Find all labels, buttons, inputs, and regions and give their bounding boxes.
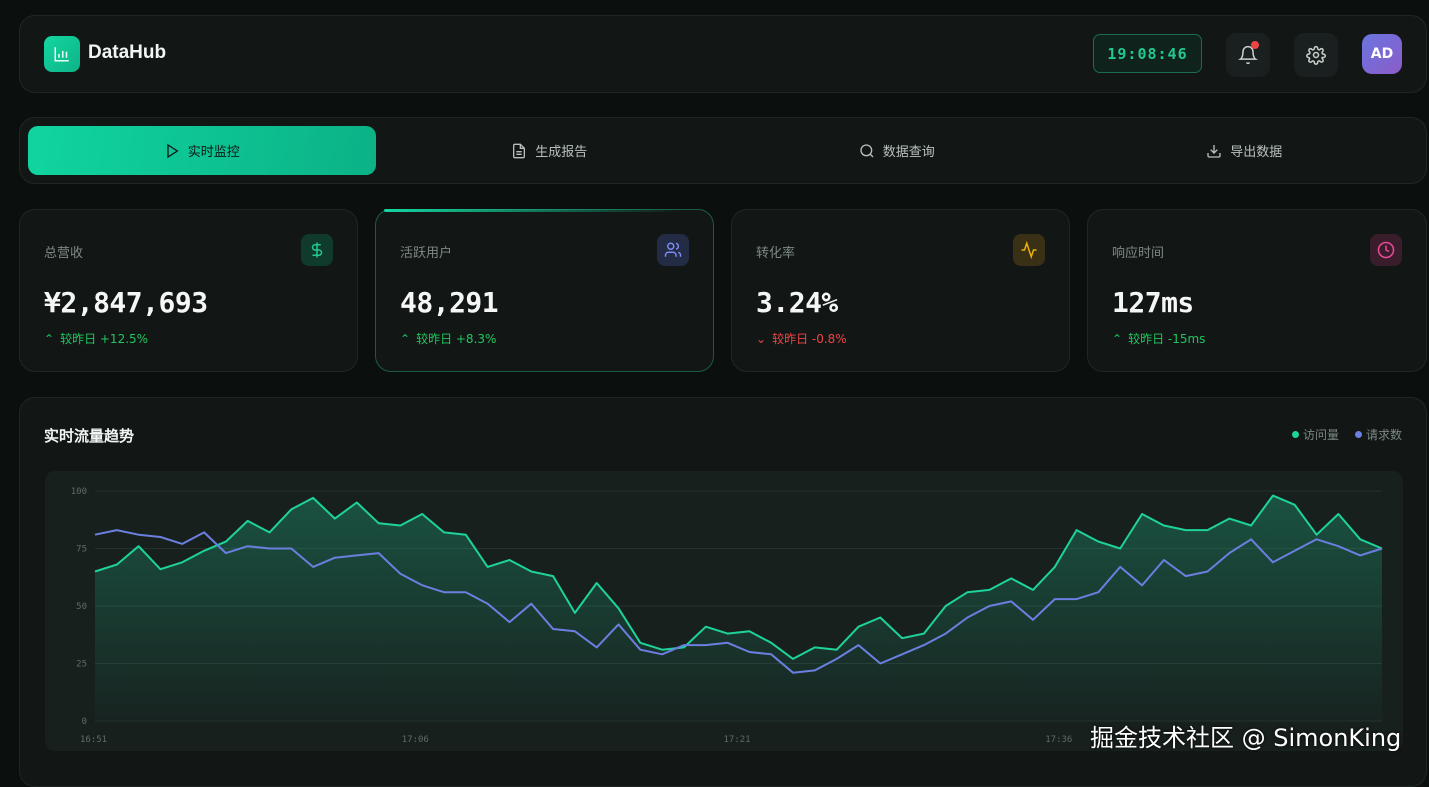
settings-button[interactable]	[1294, 33, 1338, 77]
legend-dot	[1292, 431, 1299, 438]
chevron-up-icon: ⌃	[1112, 332, 1122, 346]
x-tick-label: 17:21	[724, 735, 751, 745]
watermark: 掘金技术社区 @ SimonKing	[1090, 718, 1401, 753]
chart-legend: 访问量 请求数	[1292, 426, 1402, 443]
y-tick-label: 0	[82, 717, 87, 727]
tab-data-query[interactable]: 数据查询	[723, 126, 1071, 175]
legend-label: 请求数	[1366, 426, 1402, 443]
clock-icon	[1370, 234, 1402, 266]
notification-badge	[1251, 41, 1259, 49]
legend-dot	[1355, 431, 1362, 438]
download-icon	[1206, 143, 1222, 159]
tab-label: 数据查询	[883, 141, 935, 160]
y-tick-label: 50	[76, 602, 87, 612]
stat-value: 3.24%	[756, 286, 838, 319]
stat-label: 转化率	[756, 242, 795, 261]
search-icon	[859, 143, 875, 159]
brand-name: DataHub	[88, 42, 166, 64]
stat-value: 48,291	[400, 286, 498, 319]
notifications-button[interactable]	[1226, 33, 1270, 77]
x-tick-label: 17:36	[1045, 735, 1072, 745]
chart-title: 实时流量趋势	[44, 425, 134, 446]
nav-tabs: 实时监控 生成报告 数据查询 导出数据	[19, 117, 1427, 184]
legend-item-visits: 访问量	[1292, 426, 1339, 443]
stat-delta: ⌃ 较昨日 +12.5%	[44, 330, 148, 347]
stat-delta-text: 较昨日 -0.8%	[772, 330, 847, 347]
x-tick-label: 17:06	[402, 735, 429, 745]
stat-card-response-time: 响应时间 127ms ⌃ 较昨日 -15ms	[1087, 209, 1427, 372]
stat-delta-text: 较昨日 +12.5%	[60, 330, 148, 347]
stat-delta-text: 较昨日 +8.3%	[416, 330, 496, 347]
stat-value: ¥2,847,693	[44, 286, 208, 319]
legend-item-requests: 请求数	[1355, 426, 1402, 443]
activity-icon	[1013, 234, 1045, 266]
line-chart: 100 75 50 25 0 16:51 17:06 17:21 17:36	[45, 471, 1403, 751]
x-tick-label: 16:51	[80, 735, 107, 745]
clock-display: 19:08:46	[1093, 34, 1202, 73]
y-tick-label: 100	[71, 487, 87, 497]
top-header: DataHub 19:08:46 AD	[19, 15, 1427, 93]
stat-card-conversion: 转化率 3.24% ⌄ 较昨日 -0.8%	[731, 209, 1070, 372]
stat-label: 响应时间	[1112, 242, 1164, 261]
tab-export-data[interactable]: 导出数据	[1071, 126, 1419, 175]
tab-label: 生成报告	[535, 141, 587, 160]
y-tick-label: 25	[76, 660, 87, 670]
chart-area: 100 75 50 25 0 16:51 17:06 17:21 17:36	[45, 471, 1403, 751]
tab-realtime-monitor[interactable]: 实时监控	[28, 126, 376, 175]
stat-card-active-users: 活跃用户 48,291 ⌃ 较昨日 +8.3%	[375, 209, 714, 372]
chevron-up-icon: ⌃	[400, 332, 410, 346]
stat-delta: ⌃ 较昨日 +8.3%	[400, 330, 496, 347]
users-icon	[657, 234, 689, 266]
gear-icon	[1306, 45, 1326, 65]
chevron-up-icon: ⌃	[44, 332, 54, 346]
play-icon	[164, 143, 180, 159]
tab-label: 导出数据	[1230, 141, 1282, 160]
user-avatar[interactable]: AD	[1362, 34, 1402, 74]
stat-card-revenue: 总营收 ¥2,847,693 ⌃ 较昨日 +12.5%	[19, 209, 358, 372]
dollar-icon	[301, 234, 333, 266]
bar-chart-icon	[44, 36, 80, 72]
stat-label: 活跃用户	[400, 242, 452, 261]
stat-label: 总营收	[44, 242, 83, 261]
tab-label: 实时监控	[188, 141, 240, 160]
legend-label: 访问量	[1303, 426, 1339, 443]
y-tick-label: 75	[76, 545, 87, 555]
document-icon	[511, 143, 527, 159]
stat-value: 127ms	[1112, 286, 1194, 319]
stat-delta: ⌃ 较昨日 -15ms	[1112, 330, 1205, 347]
stat-delta: ⌄ 较昨日 -0.8%	[756, 330, 847, 347]
stat-delta-text: 较昨日 -15ms	[1128, 330, 1205, 347]
chevron-down-icon: ⌄	[756, 332, 766, 346]
tab-generate-report[interactable]: 生成报告	[376, 126, 724, 175]
